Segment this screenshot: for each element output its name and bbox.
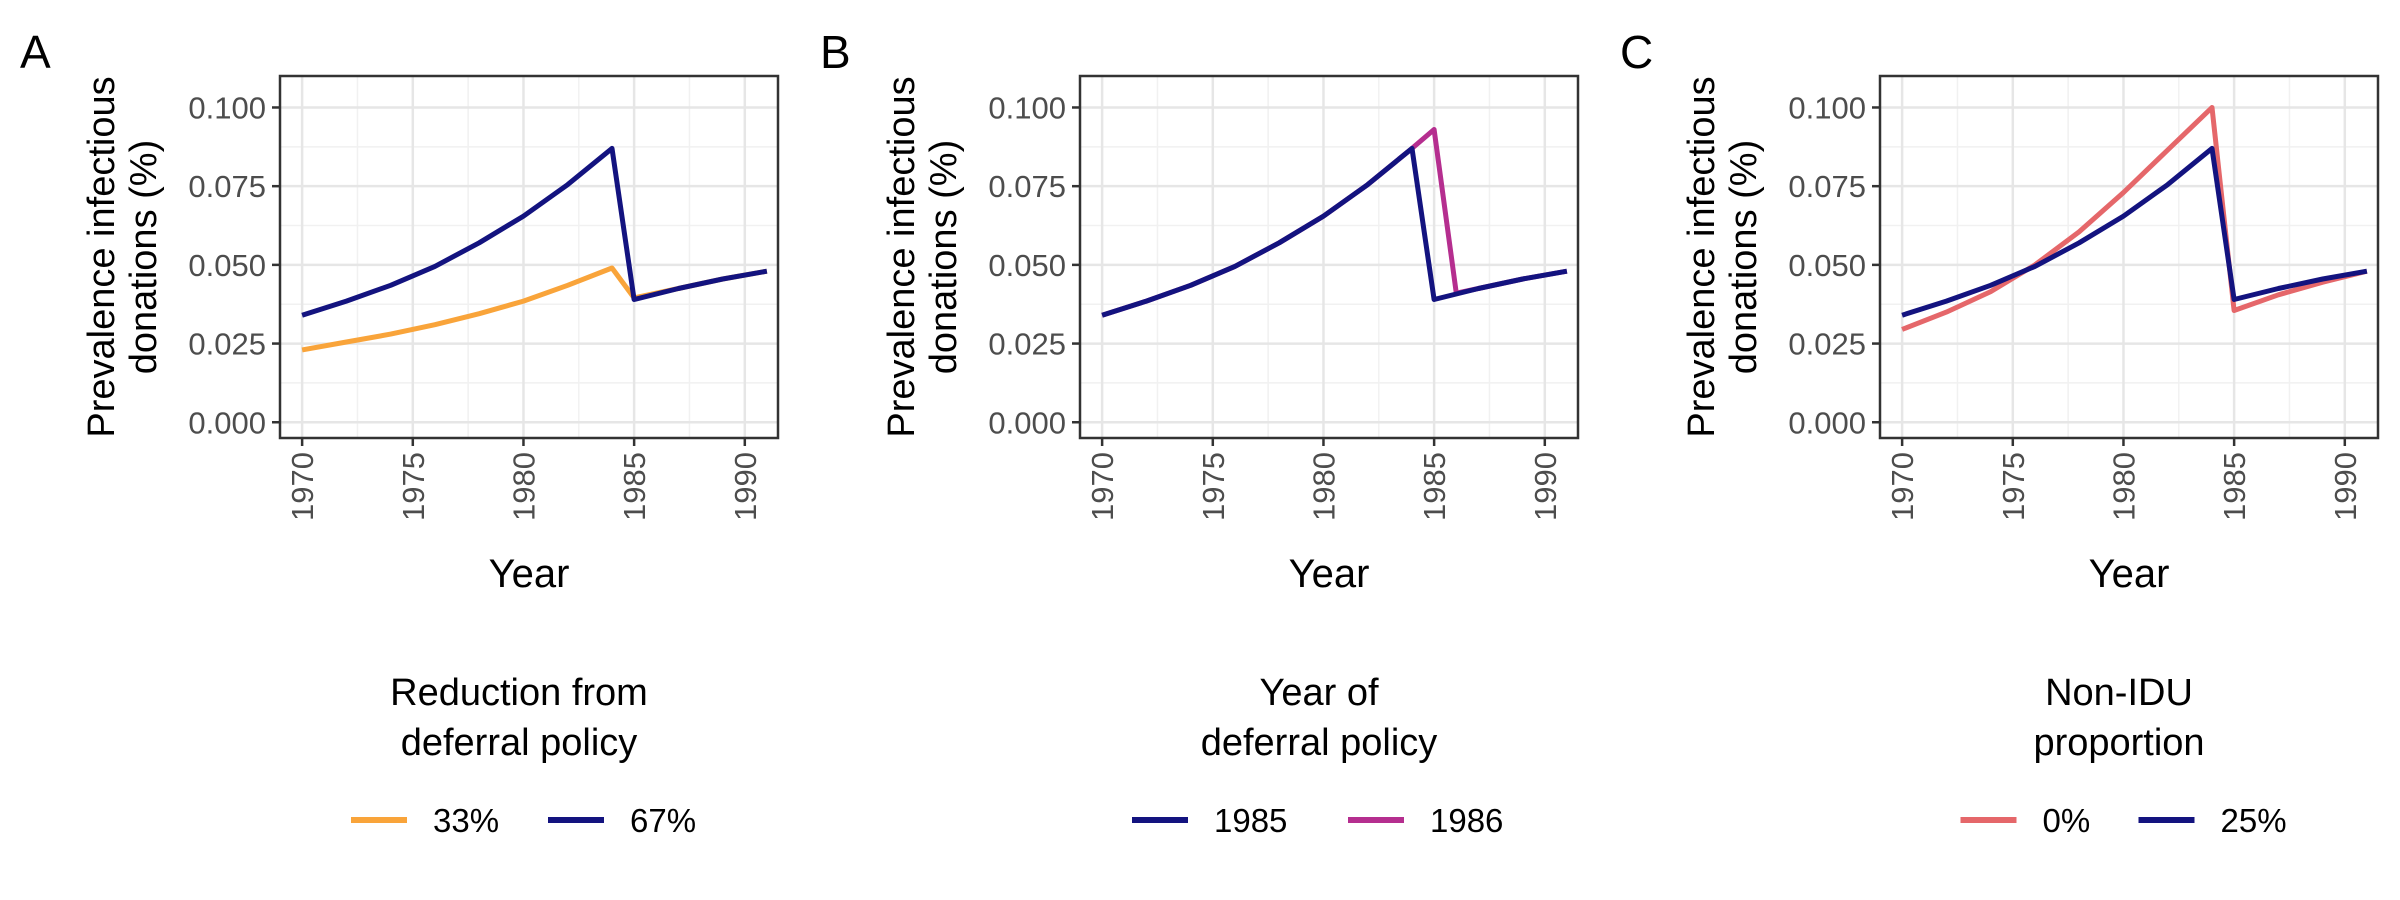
legend-label: 33% <box>433 802 499 839</box>
legend-title: Reduction from <box>390 672 648 714</box>
plot-area <box>280 76 778 438</box>
y-tick-label: 0.000 <box>188 405 266 440</box>
plot-area <box>1880 76 2378 438</box>
legend-title: Non-IDU <box>2045 672 2193 714</box>
y-axis-title-line: donations (%) <box>123 140 165 374</box>
chart-panel-b: 0.000 0.025 0.050 0.075 0.100 1970 1975 1980 198… <box>820 26 1580 839</box>
x-axis-title: Year <box>489 552 570 596</box>
legend-title: proportion <box>2033 722 2204 764</box>
y-tick-label: 0.075 <box>988 169 1066 204</box>
x-tick-label: 1985 <box>617 452 652 521</box>
y-tick-label: 0.075 <box>188 169 266 204</box>
y-tick-label: 0.050 <box>988 248 1066 283</box>
legend-label: 25% <box>2221 802 2287 839</box>
x-tick-label: 1970 <box>285 452 320 521</box>
x-tick-label: 1990 <box>728 452 763 521</box>
y-axis-title-line: Prevalence infectious <box>81 76 123 437</box>
y-tick-label: 0.100 <box>1788 90 1866 125</box>
x-tick-label: 1990 <box>1528 452 1563 521</box>
legend-title: Year of <box>1259 672 1378 714</box>
panel-label: B <box>820 26 851 78</box>
y-tick-label: 0.000 <box>988 405 1066 440</box>
series-line-0pct <box>1901 105 2368 332</box>
y-tick-label: 0.050 <box>188 248 266 283</box>
y-axis-title-line: Prevalence infectious <box>1681 76 1723 437</box>
x-tick-label: 1980 <box>506 452 541 521</box>
plot-area <box>1080 76 1578 438</box>
x-tick-label: 1985 <box>1417 452 1452 521</box>
x-axis-title: Year <box>1289 552 1370 596</box>
y-tick-label: 0.050 <box>1788 248 1866 283</box>
x-tick-label: 1970 <box>1885 452 1920 521</box>
y-tick-label: 0.000 <box>1788 405 1866 440</box>
y-tick-label: 0.025 <box>1788 327 1866 362</box>
legend-label: 0% <box>2043 802 2091 839</box>
series-line-1985 <box>1101 145 1568 318</box>
x-tick-label: 1990 <box>2328 452 2363 521</box>
x-tick-label: 1975 <box>1196 452 1231 521</box>
x-tick-label: 1980 <box>1306 452 1341 521</box>
panel-label: C <box>1620 26 1653 78</box>
y-tick-label: 0.025 <box>188 327 266 362</box>
x-tick-label: 1980 <box>2106 452 2141 521</box>
y-axis-title: Prevalence infectiousdonations (%) <box>81 76 165 437</box>
legend-title: deferral policy <box>1201 722 1438 764</box>
y-tick-label: 0.075 <box>1788 169 1866 204</box>
y-axis-title: Prevalence infectiousdonations (%) <box>1681 76 1765 437</box>
series-line-25pct <box>1901 145 2368 318</box>
plot-border <box>1078 74 1580 440</box>
plot-border <box>278 74 780 440</box>
y-axis-title: Prevalence infectiousdonations (%) <box>881 76 965 437</box>
x-axis-title: Year <box>2089 552 2170 596</box>
chart-panel-a: 0.000 0.025 0.050 0.075 0.100 1970 1975 1980 198… <box>20 26 780 839</box>
x-tick-label: 1975 <box>396 452 431 521</box>
legend-title: deferral policy <box>401 722 638 764</box>
x-tick-label: 1975 <box>1996 452 2031 521</box>
y-tick-label: 0.025 <box>988 327 1066 362</box>
y-axis-title-line: donations (%) <box>1723 140 1765 374</box>
chart-panel-c: 0.000 0.025 0.050 0.075 0.100 1970 1975 1980 198… <box>1620 26 2380 839</box>
y-tick-label: 0.100 <box>988 90 1066 125</box>
legend-label: 67% <box>630 802 696 839</box>
panel-label: A <box>20 26 51 78</box>
legend-label: 1985 <box>1214 802 1287 839</box>
x-tick-label: 1985 <box>2217 452 2252 521</box>
x-tick-label: 1970 <box>1085 452 1120 521</box>
plot-border <box>1878 74 2380 440</box>
legend-label: 1986 <box>1430 802 1503 839</box>
y-axis-title-line: Prevalence infectious <box>881 76 923 437</box>
series-line-67pct <box>301 145 768 318</box>
y-tick-label: 0.100 <box>188 90 266 125</box>
y-axis-title-line: donations (%) <box>923 140 965 374</box>
